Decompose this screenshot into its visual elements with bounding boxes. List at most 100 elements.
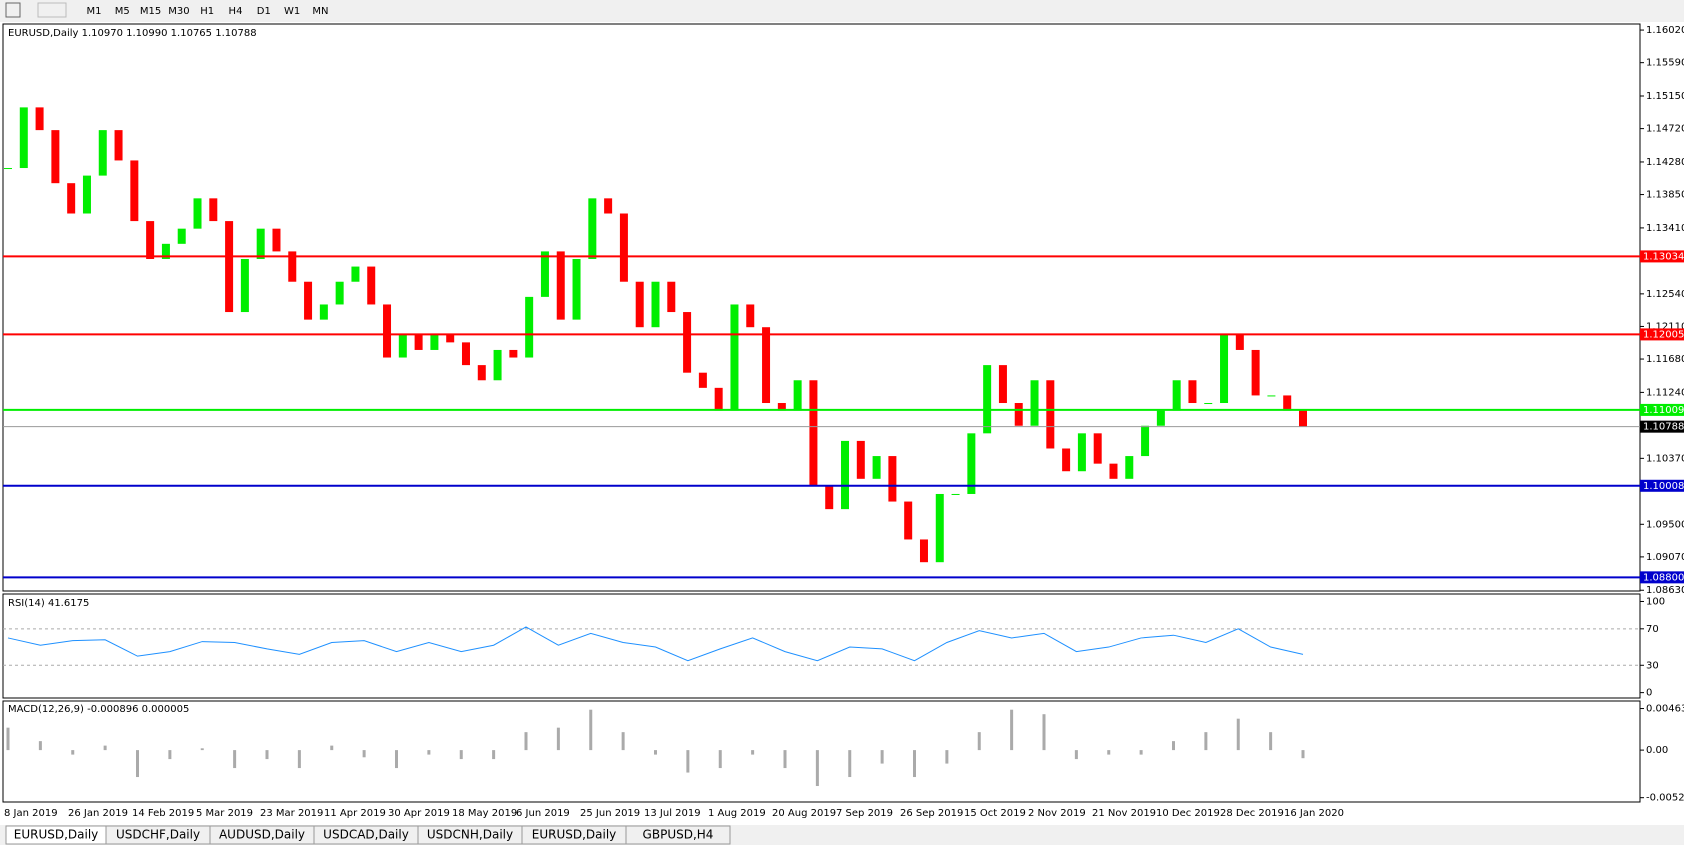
y-tick-label: 100 [1646, 596, 1665, 607]
y-tick-label: 1.16020 [1646, 25, 1684, 36]
date-label: 15 Oct 2019 [964, 808, 1026, 819]
macd-bar [297, 750, 301, 769]
timeframe-button[interactable]: D1 [257, 6, 271, 17]
candle [588, 198, 597, 259]
timeframe-button[interactable]: W1 [284, 6, 300, 17]
y-tick-label: -0.005299 [1646, 793, 1684, 804]
y-tick-label: 1.12540 [1646, 289, 1684, 300]
candle [1251, 349, 1260, 396]
y-tick-label: 1.13850 [1646, 190, 1684, 201]
timeframe-button[interactable]: M15 [140, 6, 161, 17]
macd-bar [103, 745, 107, 751]
macd-bar [1301, 750, 1305, 759]
candle [793, 380, 802, 411]
macd-bar [1010, 709, 1014, 751]
candle [19, 107, 28, 169]
tab-label[interactable]: USDCNH,Daily [427, 828, 513, 842]
candle [1141, 425, 1150, 457]
rsi-line [7, 626, 1304, 662]
y-tick-label: 1.11680 [1646, 354, 1684, 365]
macd-bar [1204, 732, 1208, 751]
tab-label[interactable]: GBPUSD,H4 [643, 828, 714, 842]
candle [556, 251, 565, 320]
candle [130, 160, 139, 222]
date-label: 2 Nov 2019 [1028, 808, 1086, 819]
y-tick-label: 70 [1646, 624, 1659, 635]
candle [383, 304, 392, 358]
timeframe-button[interactable]: H1 [200, 6, 214, 17]
candle [762, 327, 771, 404]
level-tag [1640, 403, 1684, 416]
timeframe-button[interactable]: M5 [115, 6, 130, 17]
macd-bar [1107, 750, 1111, 755]
date-label: 13 Jul 2019 [644, 808, 701, 819]
candle [1172, 380, 1181, 411]
candle [1220, 334, 1229, 404]
toolbar-icon[interactable] [37, 2, 67, 18]
candle [209, 198, 218, 222]
candle [825, 486, 834, 510]
candle [193, 198, 202, 229]
y-tick-label: 1.09070 [1646, 552, 1684, 563]
date-label: 26 Jan 2019 [68, 808, 128, 819]
macd-bar [783, 750, 787, 769]
macd-bar [751, 750, 755, 755]
date-label: 10 Dec 2019 [1156, 808, 1220, 819]
candle [714, 387, 723, 411]
y-tick-label: 1.11240 [1646, 387, 1684, 398]
candle [935, 493, 944, 563]
macd-bar [913, 750, 916, 778]
tab-label[interactable]: EURUSD,Daily [14, 828, 99, 842]
candle [430, 334, 439, 350]
candle [114, 130, 123, 161]
macd-bar [200, 748, 204, 751]
y-tick-label: 0.00 [1646, 745, 1668, 756]
candle [1109, 463, 1118, 479]
candle [572, 258, 581, 320]
candle [461, 342, 470, 366]
date-label: 6 Jun 2019 [516, 808, 570, 819]
candle [509, 349, 518, 358]
date-label: 1 Aug 2019 [708, 808, 766, 819]
candle [51, 130, 60, 184]
tab-label[interactable]: EURUSD,Daily [532, 828, 617, 842]
date-label: 14 Feb 2019 [132, 808, 194, 819]
date-label: 28 Dec 2019 [1220, 808, 1284, 819]
y-tick-label: 1.15590 [1646, 58, 1684, 69]
toolbar [0, 0, 1684, 22]
level-tag [1640, 479, 1684, 492]
timeframe-button[interactable]: M1 [87, 6, 102, 17]
candle [841, 440, 850, 510]
candle [872, 456, 881, 479]
candle [477, 365, 486, 381]
date-label: 16 Jan 2020 [1284, 808, 1344, 819]
y-tick-label: 1.10370 [1646, 453, 1684, 464]
macd-bar [265, 750, 269, 760]
date-label: 11 Apr 2019 [324, 808, 386, 819]
tab-label[interactable]: AUDUSD,Daily [219, 828, 305, 842]
y-tick-label: 1.14280 [1646, 157, 1684, 168]
candle [651, 281, 660, 328]
date-label: 18 May 2019 [452, 808, 517, 819]
candle [146, 221, 155, 259]
date-label: 25 Jun 2019 [580, 808, 640, 819]
timeframe-button[interactable]: MN [312, 6, 328, 17]
date-label: 20 Aug 2019 [772, 808, 836, 819]
timeframe-button[interactable]: M30 [168, 6, 189, 17]
macd-bar [330, 745, 334, 751]
candle [746, 304, 755, 328]
macd-bar [718, 750, 722, 769]
tab[interactable] [625, 825, 731, 845]
candle [683, 312, 692, 373]
date-label: 21 Nov 2019 [1092, 808, 1156, 819]
toolbar-icon[interactable] [5, 2, 21, 18]
candle [1030, 380, 1039, 426]
macd-bar [362, 750, 366, 758]
timeframe-button[interactable]: H4 [229, 6, 243, 17]
tab-label[interactable]: USDCHF,Daily [116, 828, 200, 842]
tab-label[interactable]: USDCAD,Daily [323, 828, 409, 842]
macd-bar [1172, 741, 1175, 751]
macd-bar [945, 750, 949, 764]
candle [998, 365, 1007, 404]
